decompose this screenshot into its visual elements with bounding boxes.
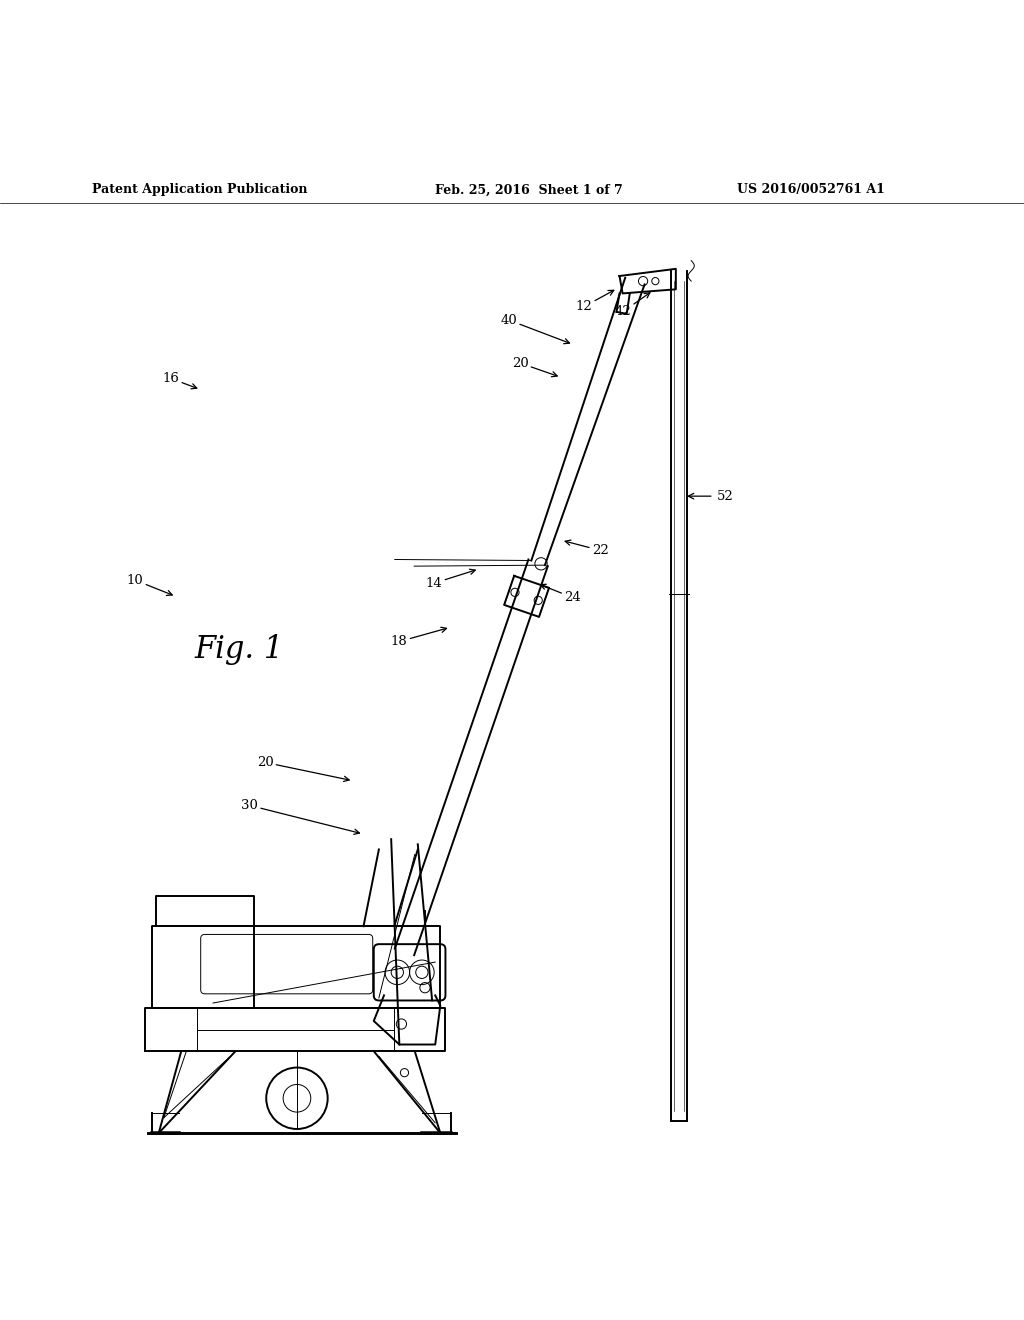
Text: 40: 40 — [501, 314, 569, 343]
Text: US 2016/0052761 A1: US 2016/0052761 A1 — [737, 183, 885, 197]
Text: 12: 12 — [575, 290, 613, 313]
Text: 22: 22 — [565, 540, 608, 557]
Text: 20: 20 — [257, 756, 349, 781]
Text: 10: 10 — [127, 574, 172, 595]
Text: 16: 16 — [163, 372, 197, 389]
Text: Feb. 25, 2016  Sheet 1 of 7: Feb. 25, 2016 Sheet 1 of 7 — [435, 183, 623, 197]
Text: 52: 52 — [717, 490, 733, 503]
Text: 20: 20 — [512, 356, 557, 376]
Text: 30: 30 — [242, 799, 359, 834]
Text: 42: 42 — [614, 293, 650, 318]
Text: Patent Application Publication: Patent Application Publication — [92, 183, 307, 197]
Text: 18: 18 — [391, 627, 446, 648]
Text: 14: 14 — [426, 569, 475, 590]
Text: Fig. 1: Fig. 1 — [195, 635, 284, 665]
Text: 24: 24 — [541, 585, 581, 605]
